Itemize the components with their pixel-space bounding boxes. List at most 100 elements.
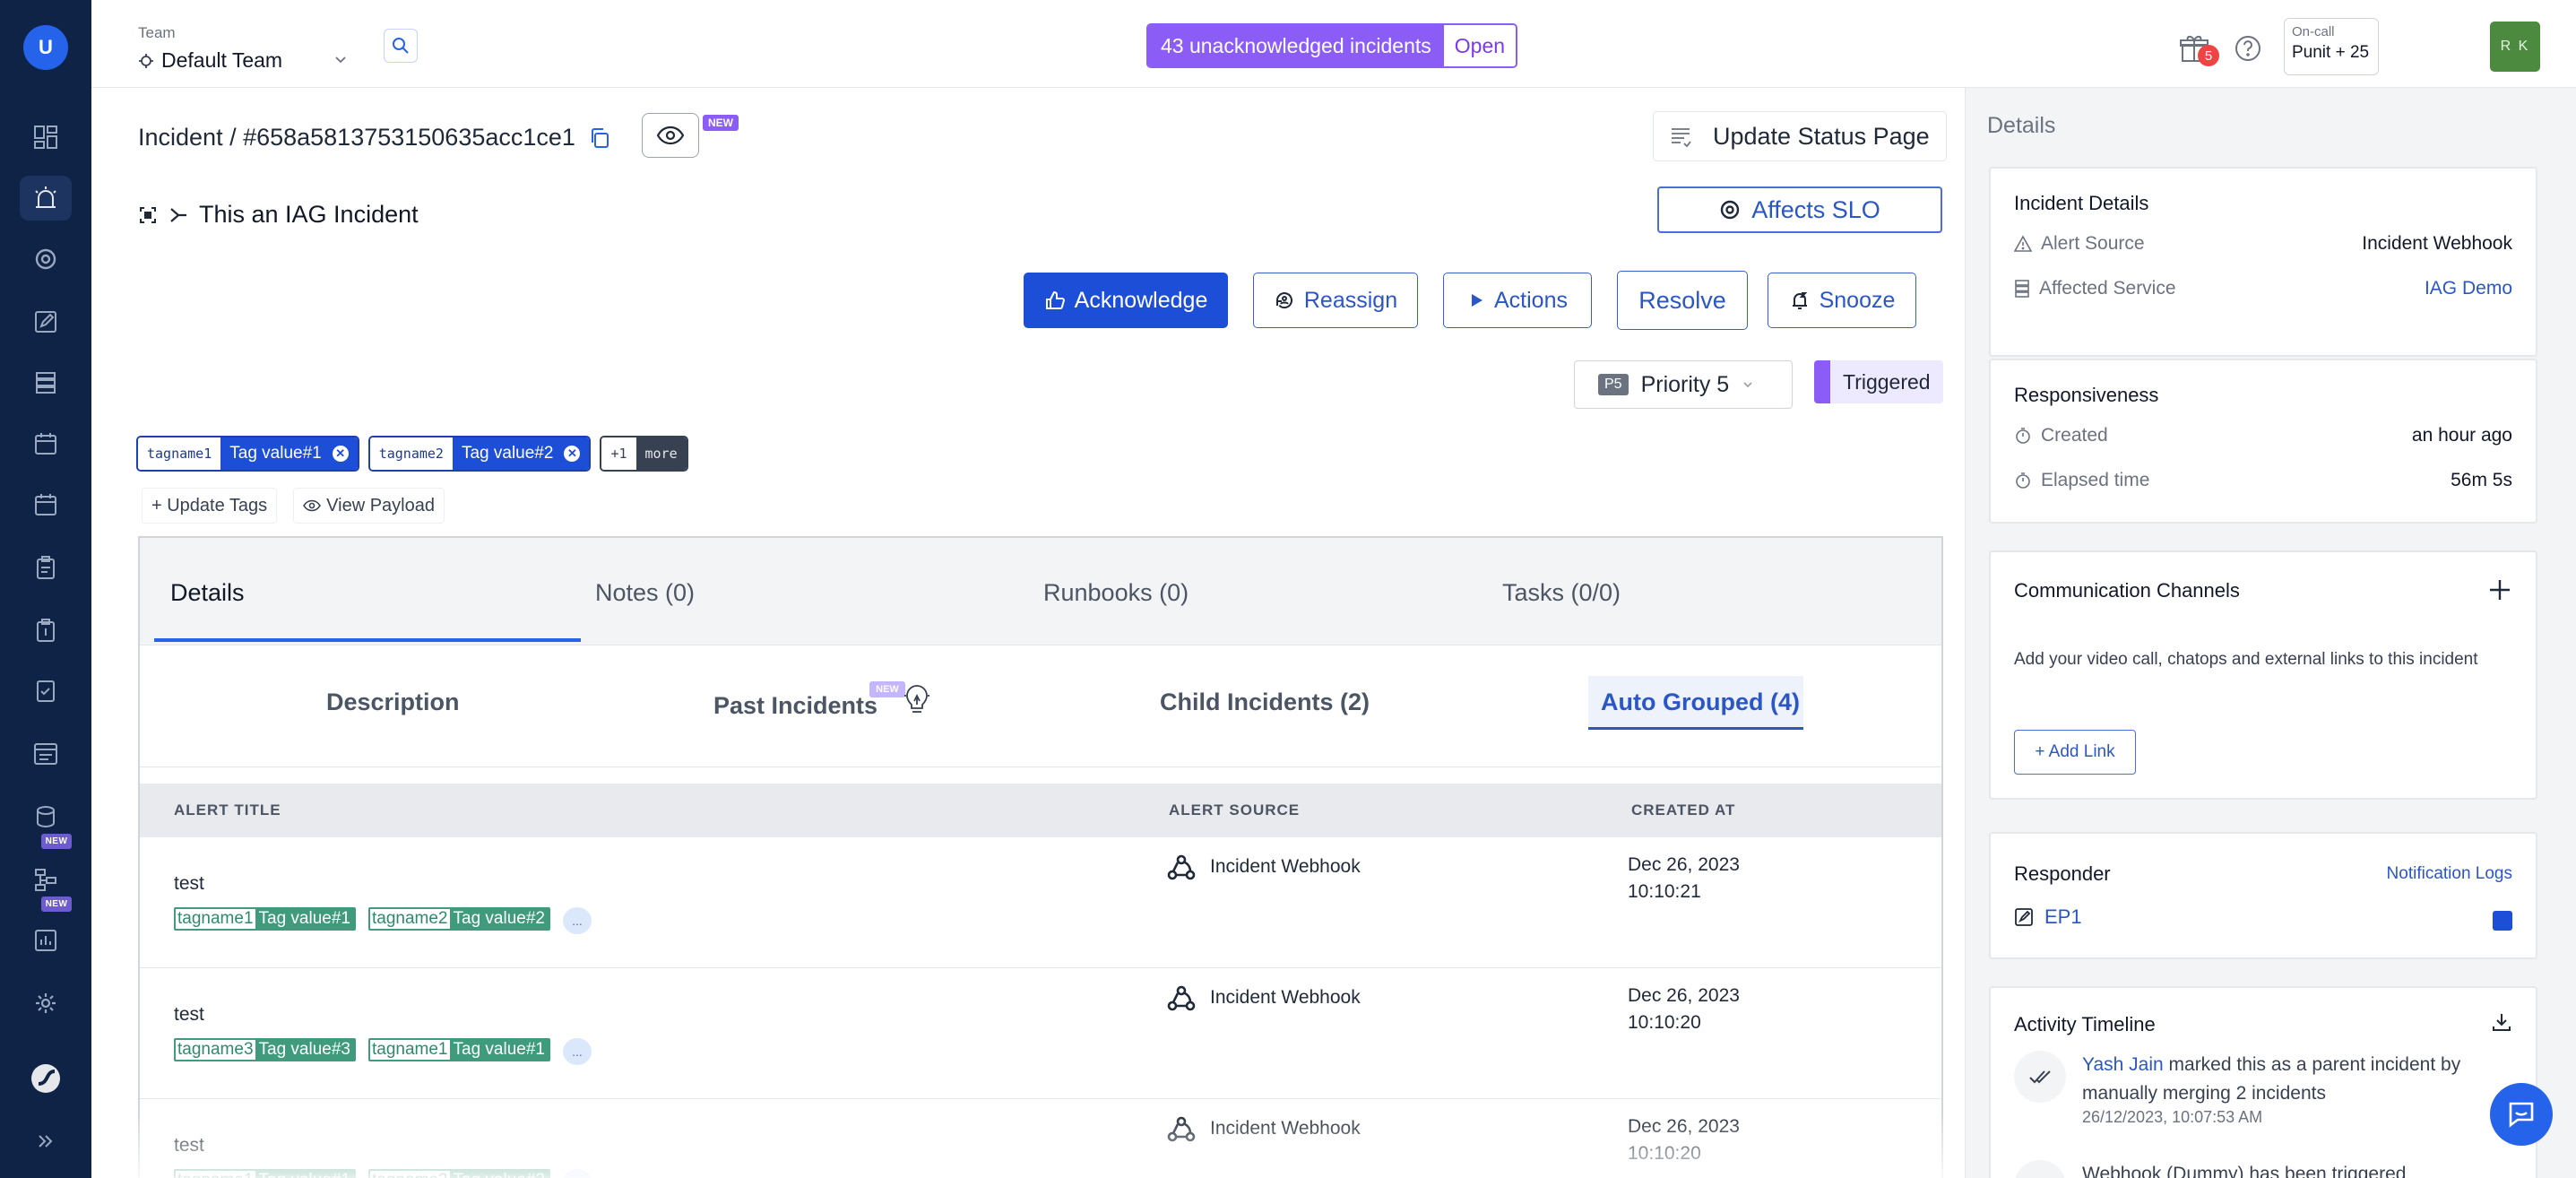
- resolve-button[interactable]: Resolve: [1617, 271, 1748, 330]
- alert-source-row: Alert Source Incident Webhook: [2014, 233, 2512, 255]
- search-icon: [392, 37, 410, 55]
- activity-timeline-card: Activity Timeline Yash Jain marked this …: [1989, 986, 2537, 1178]
- timeline-dot-icon: [2014, 1160, 2066, 1178]
- remove-tag-icon[interactable]: ✕: [564, 446, 581, 462]
- add-link-button[interactable]: + Add Link: [2014, 730, 2136, 775]
- tag-chip[interactable]: tagname2 Tag value#2 ✕: [367, 436, 592, 472]
- responder-item[interactable]: EP1: [2014, 905, 2082, 929]
- more-alert-tags-button[interactable]: ...: [562, 907, 592, 934]
- activity-timeline-heading: Activity Timeline: [2014, 1013, 2156, 1035]
- past-incidents-new-badge: NEW: [869, 681, 905, 697]
- select-icon[interactable]: [138, 205, 158, 225]
- notification-logs-link[interactable]: Notification Logs: [2386, 864, 2512, 883]
- warning-triangle-icon: [2014, 235, 2032, 253]
- created-row: Created an hour ago: [2014, 425, 2512, 446]
- runbook-clipboard-icon[interactable]: [29, 550, 63, 585]
- download-icon[interactable]: [2491, 1011, 2512, 1033]
- tab-tasks[interactable]: Tasks (0/0): [1502, 579, 1621, 606]
- status-page-icon[interactable]: [29, 737, 63, 771]
- incidents-alarm-icon[interactable]: [20, 176, 72, 221]
- update-status-page-button[interactable]: Update Status Page: [1653, 111, 1947, 161]
- priority-dropdown[interactable]: P5 Priority 5: [1574, 360, 1793, 409]
- left-navigation: U NEW NEW: [0, 0, 91, 1178]
- slo-target-icon[interactable]: [29, 242, 63, 276]
- incident-title: This an IAG Incident: [199, 201, 419, 228]
- affects-slo-button[interactable]: Affects SLO: [1657, 186, 1942, 233]
- more-tags-chip[interactable]: +1 more: [600, 436, 688, 472]
- acknowledge-button[interactable]: Acknowledge: [1024, 273, 1228, 328]
- chevron-down-icon[interactable]: [333, 52, 348, 66]
- subtab-past-incidents[interactable]: Past Incidents: [713, 692, 878, 719]
- alert-source: Incident Webhook: [1165, 983, 1361, 1013]
- clipboard-icon[interactable]: [29, 613, 63, 647]
- chat-support-button[interactable]: [2490, 1083, 2553, 1146]
- tab-details[interactable]: Details: [170, 579, 245, 606]
- main-tabs: Details Notes (0) Runbooks (0) Tasks (0/…: [140, 538, 1941, 645]
- actions-button[interactable]: Actions: [1443, 273, 1592, 328]
- communication-heading: Communication Channels: [2014, 579, 2240, 602]
- open-incidents-button[interactable]: Open: [1443, 25, 1517, 66]
- watch-button[interactable]: [642, 113, 699, 158]
- tag-chip[interactable]: tagname1 Tag value#1 ✕: [136, 436, 359, 472]
- analytics-chart-icon[interactable]: [29, 923, 63, 957]
- unacknowledged-incidents-banner: 43 unacknowledged incidents Open: [1146, 23, 1518, 68]
- timeline-actor[interactable]: Yash Jain: [2082, 1054, 2164, 1075]
- snooze-button[interactable]: Snooze: [1768, 273, 1916, 328]
- services-stack-icon[interactable]: [29, 366, 63, 400]
- schedules-calendar-icon[interactable]: [29, 427, 63, 461]
- actions-label: Actions: [1494, 287, 1568, 313]
- dashboard-icon[interactable]: [29, 120, 63, 154]
- eye-icon: [656, 126, 685, 145]
- help-icon[interactable]: [2234, 34, 2262, 63]
- checklist-icon[interactable]: [29, 674, 63, 708]
- settings-gear-icon[interactable]: [29, 986, 63, 1020]
- plus-icon[interactable]: [2487, 577, 2512, 602]
- chat-icon: [2505, 1098, 2537, 1130]
- elapsed-value: 56m 5s: [2451, 470, 2512, 490]
- workflow-icon[interactable]: [29, 862, 63, 896]
- workflow-new-badge: NEW: [41, 896, 72, 912]
- subtab-child-incidents[interactable]: Child Incidents (2): [1160, 689, 1370, 715]
- column-alert-title: ALERT TITLE: [174, 801, 281, 819]
- user-avatar[interactable]: U: [23, 25, 68, 70]
- remove-tag-icon[interactable]: ✕: [332, 446, 349, 462]
- team-label: Team: [138, 24, 176, 41]
- postmortem-edit-icon[interactable]: [29, 305, 63, 339]
- view-payload-button[interactable]: View Payload: [293, 488, 445, 524]
- eye-icon: [303, 499, 322, 512]
- team-selector[interactable]: Default Team: [138, 48, 282, 73]
- created-label: Created: [2041, 425, 2108, 446]
- alert-title: test: [174, 1004, 204, 1025]
- more-alert-tags-button[interactable]: ...: [562, 1169, 592, 1178]
- escalation-policy-icon: [2014, 907, 2034, 927]
- search-button[interactable]: [384, 29, 418, 63]
- snooze-label: Snooze: [1819, 287, 1896, 313]
- tab-runbooks[interactable]: Runbooks (0): [1043, 579, 1189, 606]
- double-chevron-right-icon[interactable]: [29, 1124, 63, 1158]
- tab-notes[interactable]: Notes (0): [595, 579, 696, 606]
- user-avatar-rk[interactable]: R K: [2490, 22, 2540, 72]
- table-row[interactable]: test tagname3 Tag value#3 tagname1 Tag val…: [140, 968, 1941, 1099]
- alert-created-date: Dec 26, 2023: [1628, 1116, 1740, 1137]
- status-color-bar: [1814, 360, 1830, 403]
- catalog-icon[interactable]: [29, 800, 63, 834]
- copy-icon[interactable]: [588, 126, 611, 150]
- subtab-auto-grouped[interactable]: Auto Grouped (4): [1601, 689, 1800, 715]
- alert-tag-key: tagname1: [369, 1040, 450, 1060]
- tag-value: Tag value#2: [461, 444, 554, 463]
- communication-description: Add your video call, chatops and externa…: [2014, 650, 2478, 669]
- calendar-icon[interactable]: [29, 488, 63, 522]
- oncall-widget[interactable]: On-call Punit + 25: [2284, 18, 2379, 75]
- status-page-icon: [1668, 124, 1693, 149]
- reassign-button[interactable]: Reassign: [1253, 273, 1418, 328]
- subtab-description[interactable]: Description: [326, 689, 460, 715]
- affected-service-link[interactable]: IAG Demo: [2424, 278, 2512, 299]
- sub-tabs: Description Past Incidents NEW Child Inc…: [140, 645, 1941, 767]
- more-alert-tags-button[interactable]: ...: [562, 1038, 592, 1065]
- alert-tags: tagname3 Tag value#3 tagname1 Tag value#1 …: [174, 1038, 592, 1065]
- update-tags-button[interactable]: + Update Tags: [142, 488, 278, 524]
